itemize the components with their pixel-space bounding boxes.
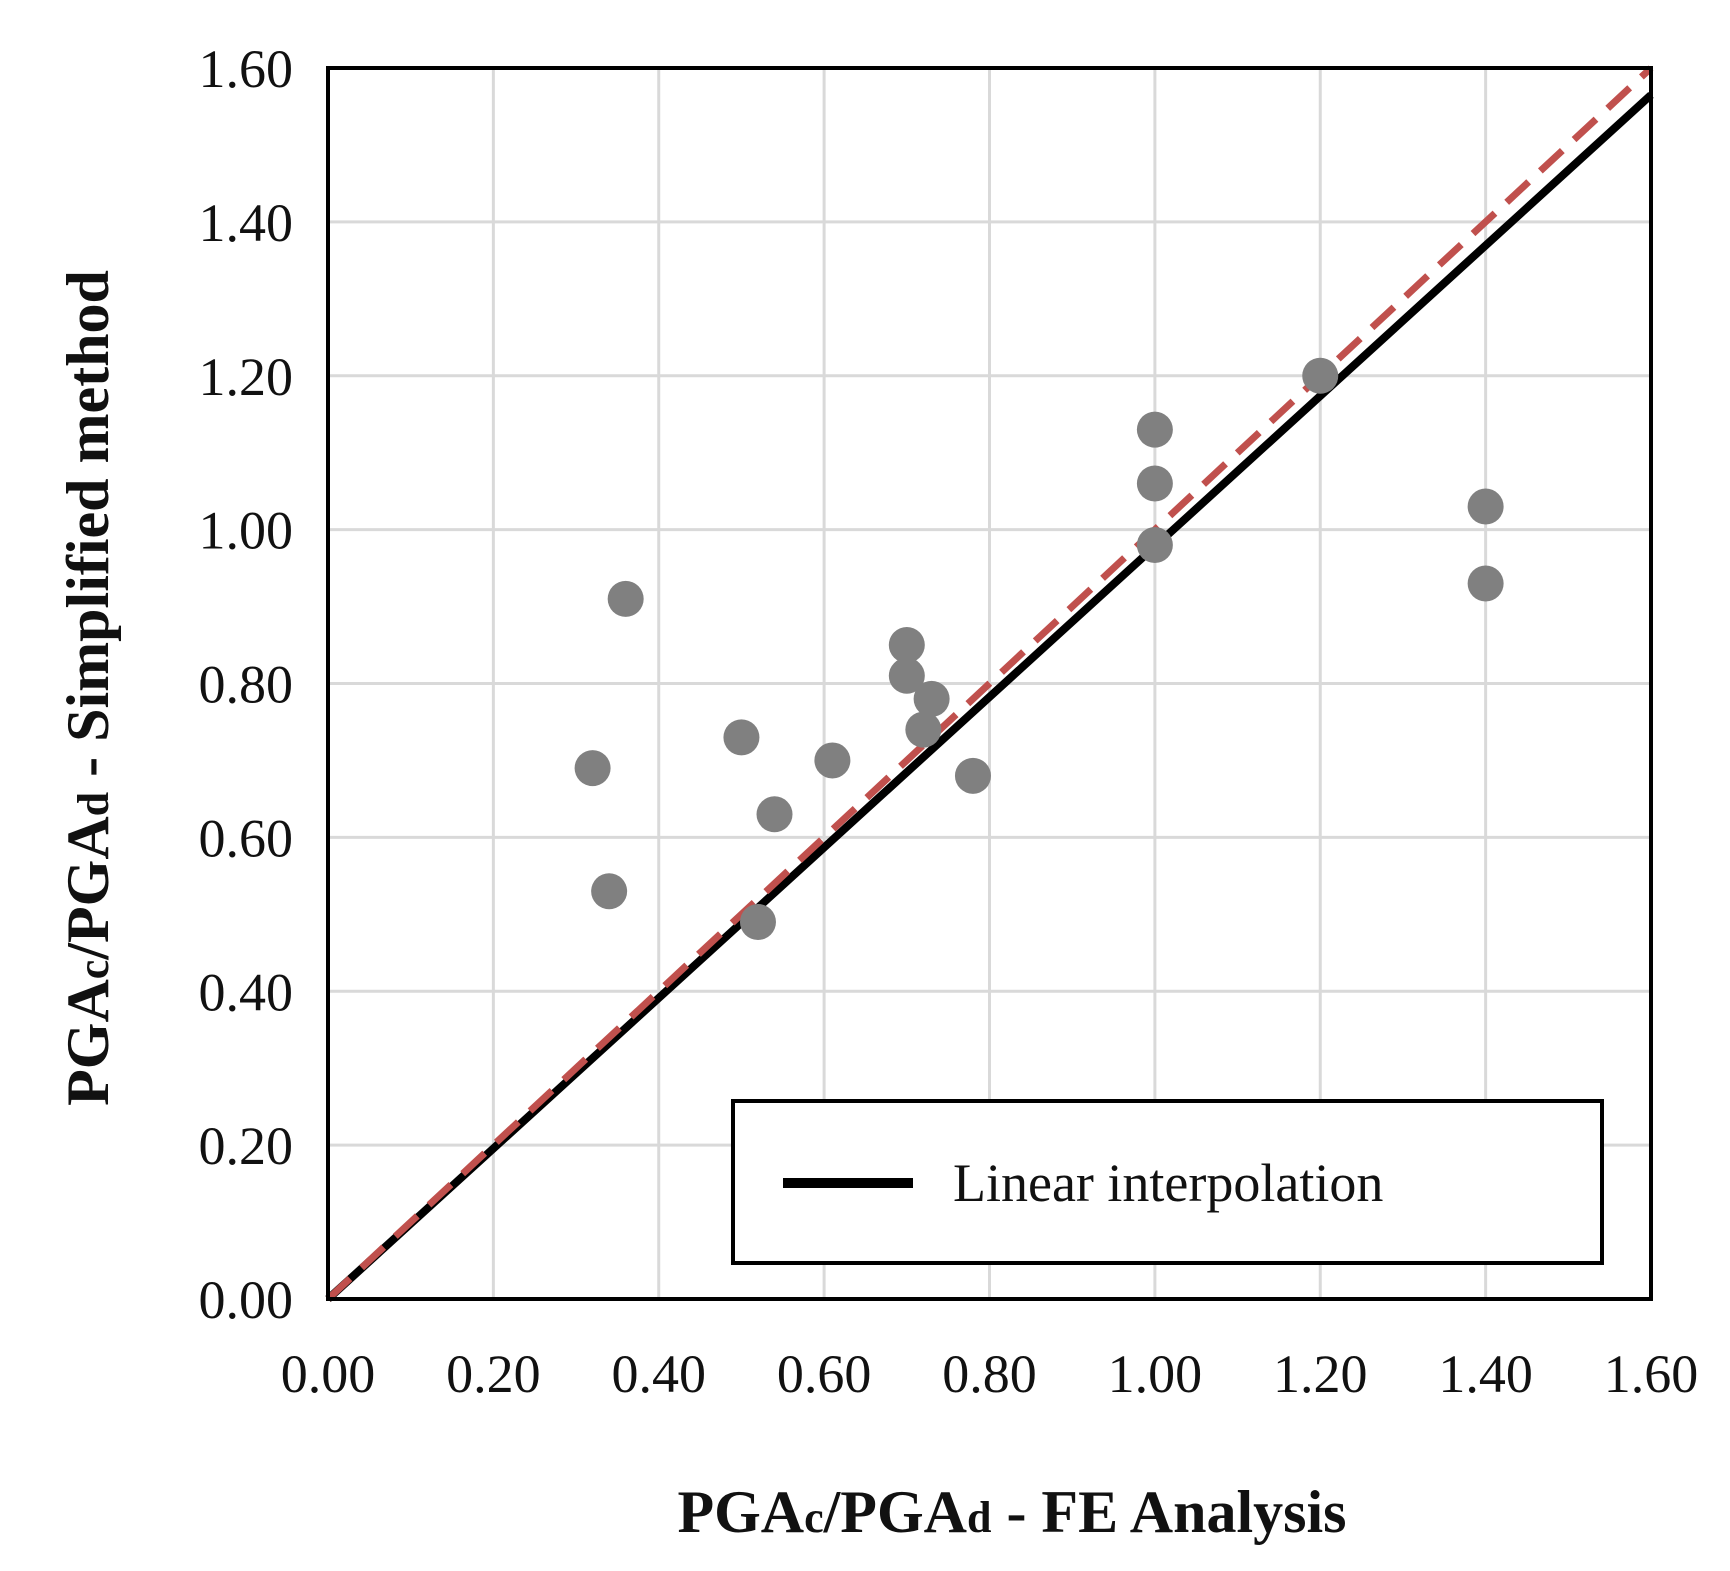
tick-labels: 0.00 0.20 0.40 0.60 0.80 1.00 1.20 1.40 1.60 0.00… [199, 39, 1699, 1404]
data-point [905, 711, 942, 748]
data-point [1302, 357, 1339, 394]
data-point [1467, 488, 1504, 525]
y-tick-label: 0.20 [199, 1116, 294, 1176]
x-axis-title-prefix: PGA [677, 1479, 804, 1545]
y-tick-label: 1.00 [199, 501, 294, 561]
data-point [1467, 565, 1504, 602]
data-point [607, 580, 644, 617]
x-tick-label: 0.40 [612, 1344, 707, 1404]
data-point [1136, 527, 1173, 564]
y-tick-label: 1.40 [199, 193, 294, 253]
data-point [814, 742, 851, 779]
x-tick-label: 0.00 [281, 1344, 376, 1404]
x-axis-title-sub2: d [967, 1493, 991, 1542]
data-point [723, 719, 760, 756]
x-axis-title-mid: /PGA [823, 1479, 967, 1545]
data-point [756, 796, 793, 833]
x-tick-label: 1.40 [1438, 1344, 1533, 1404]
x-tick-label: 0.20 [446, 1344, 541, 1404]
y-axis-title-sub2: d [69, 792, 118, 816]
data-point [739, 904, 776, 941]
plot-area-border [326, 66, 1653, 1301]
legend: Linear interpolation [731, 1099, 1604, 1265]
grid [328, 68, 1651, 1299]
y-axis-title-sub1: c [69, 960, 118, 980]
data-point [954, 757, 991, 794]
bisector-dashed-line [325, 65, 1654, 1302]
data-point [913, 680, 950, 717]
series-lines [325, 65, 1654, 1302]
y-axis-title-prefix: PGA [55, 979, 121, 1106]
y-axis-title-suffix: - Simplified method [55, 270, 121, 792]
legend-label: Linear interpolation [953, 1153, 1383, 1213]
y-axis-title: PGAc/PGAd - Simplified method [55, 270, 121, 1106]
y-tick-label: 0.80 [199, 655, 294, 715]
y-tick-label: 0.60 [199, 808, 294, 868]
y-axis-title-mid: /PGA [55, 816, 121, 960]
x-tick-label: 1.20 [1273, 1344, 1368, 1404]
x-axis-title: PGAc/PGAd - FE Analysis [677, 1479, 1346, 1545]
y-tick-label: 1.60 [199, 39, 294, 99]
x-axis-title-suffix: - FE Analysis [991, 1479, 1346, 1545]
x-tick-label: 0.60 [777, 1344, 872, 1404]
data-point [1136, 465, 1173, 502]
data-point [888, 627, 925, 664]
x-tick-label: 1.60 [1604, 1344, 1699, 1404]
data-point [574, 750, 611, 787]
x-tick-label: 1.00 [1108, 1344, 1203, 1404]
y-tick-label: 0.00 [199, 1270, 294, 1330]
data-point [591, 873, 628, 910]
x-tick-label: 0.80 [942, 1344, 1037, 1404]
y-tick-label: 0.40 [199, 962, 294, 1022]
x-axis-title-sub1: c [804, 1493, 824, 1542]
scatter-points [574, 357, 1504, 941]
data-point [1136, 411, 1173, 448]
data-point [888, 657, 925, 694]
y-tick-label: 1.20 [199, 347, 294, 407]
